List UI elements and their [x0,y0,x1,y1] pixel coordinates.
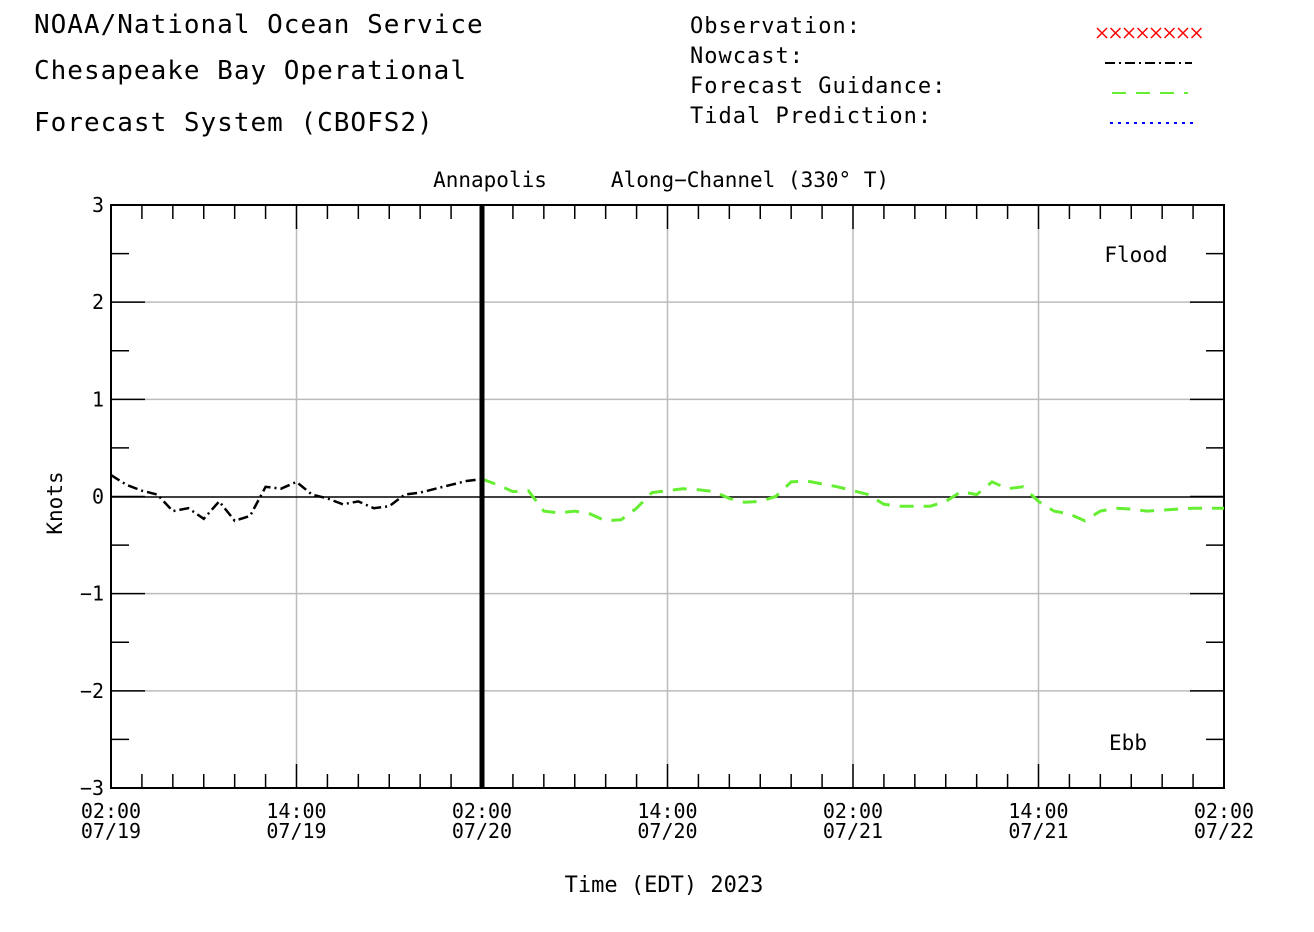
observation-marker [1190,27,1203,39]
legend-tidal-label: Tidal Prediction: [690,104,933,129]
x-tick-label-time: 02:00 [452,799,512,823]
region-label-ebb: Ebb [1109,731,1147,755]
x-tick-label-date: 07/19 [81,819,141,843]
y-tick-label: 0 [92,485,104,509]
legend-observation-label: Observation: [690,14,861,39]
observation-marker [1109,27,1122,39]
series-lines [110,474,1224,523]
observation-marker [1163,27,1176,39]
x-tick-label-date: 07/22 [1194,819,1254,843]
y-tick-label: 2 [92,290,104,314]
y-tick-label: −2 [80,679,104,703]
plot-frame [110,204,1225,789]
forecast-line [481,477,1224,523]
y-axis-label: Knots [43,471,67,534]
x-tick-label-time: 02:00 [1194,799,1254,823]
legend-observation-swatch [1096,27,1203,39]
observation-marker [1177,27,1189,39]
legend-forecast-label: Forecast Guidance: [690,74,947,99]
x-tick-label-date: 07/20 [452,819,512,843]
observation-marker [1096,27,1108,39]
chart-station-label: Annapolis [433,168,547,192]
x-tick-label-date: 07/19 [266,819,326,843]
y-tick-label: −3 [80,776,104,800]
x-tick-label-date: 07/21 [823,819,883,843]
x-axis-label: Time (EDT) 2023 [565,873,764,898]
region-label-flood: Flood [1104,243,1167,267]
x-tick-label-time: 02:00 [81,799,141,823]
legend-swatches [1096,27,1203,124]
x-tick-label-date: 07/20 [637,819,697,843]
x-tick-label-date: 07/21 [1008,819,1068,843]
x-tick-label-time: 02:00 [823,799,883,823]
agency-title: NOAA/National Ocean Service [34,10,484,40]
system-title-line1: Chesapeake Bay Operational [34,56,467,86]
y-tick-label: 3 [92,193,104,217]
observation-marker [1123,27,1135,39]
y-tick-labels: 3 2 1 0 −1 −2 −3 [80,193,104,800]
x-tick-labels: 02:0007/1914:0007/1902:0007/2014:0007/20… [81,799,1254,843]
y-tick-label: −1 [80,582,104,606]
system-title-line2: Forecast System (CBOFS2) [34,108,434,138]
observation-marker [1136,27,1149,39]
legend-nowcast-label: Nowcast: [690,44,804,69]
observation-marker [1150,27,1162,39]
x-tick-label-time: 14:00 [1008,799,1068,823]
chart-component-label: Along−Channel (330° T) [611,168,889,192]
y-tick-label: 1 [92,387,104,411]
x-tick-label-time: 14:00 [637,799,697,823]
x-tick-label-time: 14:00 [266,799,326,823]
